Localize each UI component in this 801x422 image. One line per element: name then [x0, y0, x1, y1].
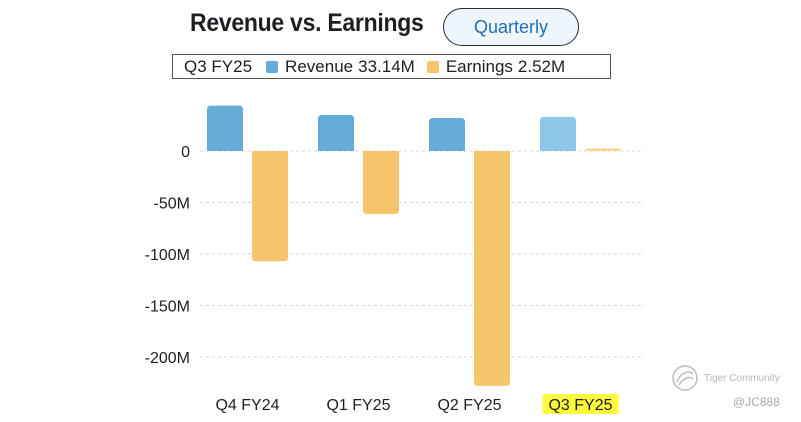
legend-earnings-label: Earnings	[445, 56, 513, 76]
watermark: Tiger Community @JC888	[671, 362, 796, 412]
watermark-brand: Tiger Community	[704, 373, 780, 384]
earnings-bar-0	[252, 151, 288, 262]
revenue-bar-3	[540, 116, 576, 151]
chart-x-axis: Q4 FY24 Q1 FY25 Q2 FY25 Q3 FY25	[215, 394, 619, 414]
revenue-bar-2	[429, 118, 465, 151]
revenue-bar-1	[318, 114, 354, 151]
chart-y-axis: 0 -50M -100M -150M -200M	[145, 144, 190, 367]
legend-entry-revenue[interactable]: Revenue 33.14M	[266, 57, 415, 77]
legend-revenue-label: Revenue	[285, 56, 354, 76]
x-category-label: Q3 FY25	[548, 397, 612, 414]
legend-earnings-value: 2.52M	[517, 56, 566, 76]
legend-revenue-value: 33.14M	[358, 56, 415, 76]
legend-entry-earnings[interactable]: Earnings 2.52M	[426, 56, 566, 77]
x-category-label: Q1 FY25	[326, 397, 390, 414]
chart-title: Revenue vs. Earnings	[190, 9, 424, 37]
revenue-swatch	[266, 60, 279, 73]
y-tick-label: -50M	[154, 196, 190, 213]
legend-period: Q3 FY25	[184, 56, 253, 76]
y-tick-label: 0	[181, 144, 190, 161]
x-category-label: Q4 FY24	[215, 397, 279, 414]
chart-legend: Q3 FY25 Revenue 33.14M Earnings 2.52M	[172, 54, 611, 79]
x-category-label: Q2 FY25	[437, 397, 501, 414]
earnings-bar-2	[474, 151, 510, 386]
highlighted-category-background	[542, 394, 619, 414]
earnings-bar-3	[585, 148, 621, 153]
y-tick-label: -100M	[145, 247, 190, 264]
watermark-handle: @JC888	[733, 395, 780, 409]
y-tick-label: -150M	[145, 299, 190, 316]
chart-bars	[207, 105, 621, 386]
period-toggle-button[interactable]: Quarterly	[443, 8, 579, 46]
chart-header: Revenue vs. Earnings Quarterly	[0, 0, 801, 52]
earnings-swatch	[426, 60, 439, 73]
tiger-community-logo-icon	[672, 365, 698, 391]
y-tick-label: -200M	[145, 350, 190, 367]
revenue-bar-0	[207, 105, 243, 151]
earnings-bar-1	[363, 151, 399, 214]
